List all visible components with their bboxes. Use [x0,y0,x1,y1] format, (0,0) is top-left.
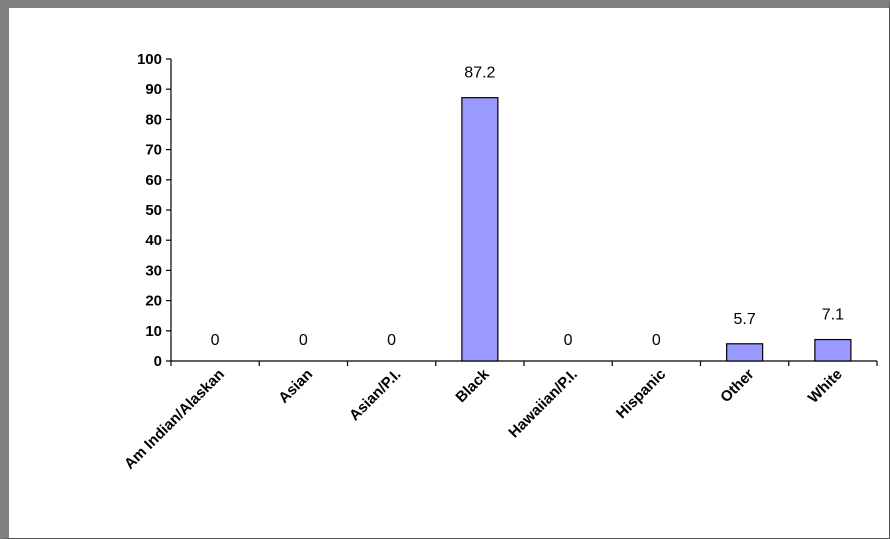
data-label: 87.2 [464,65,495,82]
y-tick-label: 50 [145,202,162,219]
category-label: White [805,366,846,407]
y-tick-label: 60 [145,172,162,189]
data-label: 5.7 [734,311,756,328]
data-label: 7.1 [822,307,844,324]
y-tick-label: 40 [145,232,162,249]
y-tick-label: 90 [145,81,162,98]
x-axis [170,360,878,366]
category-label: Hispanic [613,366,669,422]
bar [461,97,499,362]
y-tick-label: 20 [145,293,162,310]
category-label: Other [717,366,757,406]
y-tick-label: 70 [145,142,162,159]
category-label: Asian/P.I. [346,366,404,424]
bar [726,343,764,362]
data-label: 0 [211,332,220,349]
y-axis: 0 10 20 30 40 50 60 70 80 90 100 [137,51,172,370]
y-tick-label: 80 [145,111,162,128]
data-label: 0 [299,332,308,349]
data-label: 0 [564,332,573,349]
bar [814,338,852,362]
category-label: Black [452,365,493,406]
bars [461,97,852,362]
category-label: Hawaiian/P.I. [505,366,580,441]
data-label: 0 [652,332,661,349]
category-label: Asian [275,366,316,407]
y-tick-label: 100 [137,51,162,68]
category-labels: Am Indian/Alaskan Asian Asian/P.I. Black Haw… [121,365,846,472]
y-tick-label: 10 [145,323,162,340]
data-labels: 0 0 0 87.2 0 0 5.7 7.1 [211,65,844,349]
category-label: Am Indian/Alaskan [121,366,228,473]
y-tick-label: 30 [145,262,162,279]
y-tick-label: 0 [154,353,162,370]
data-label: 0 [387,332,396,349]
